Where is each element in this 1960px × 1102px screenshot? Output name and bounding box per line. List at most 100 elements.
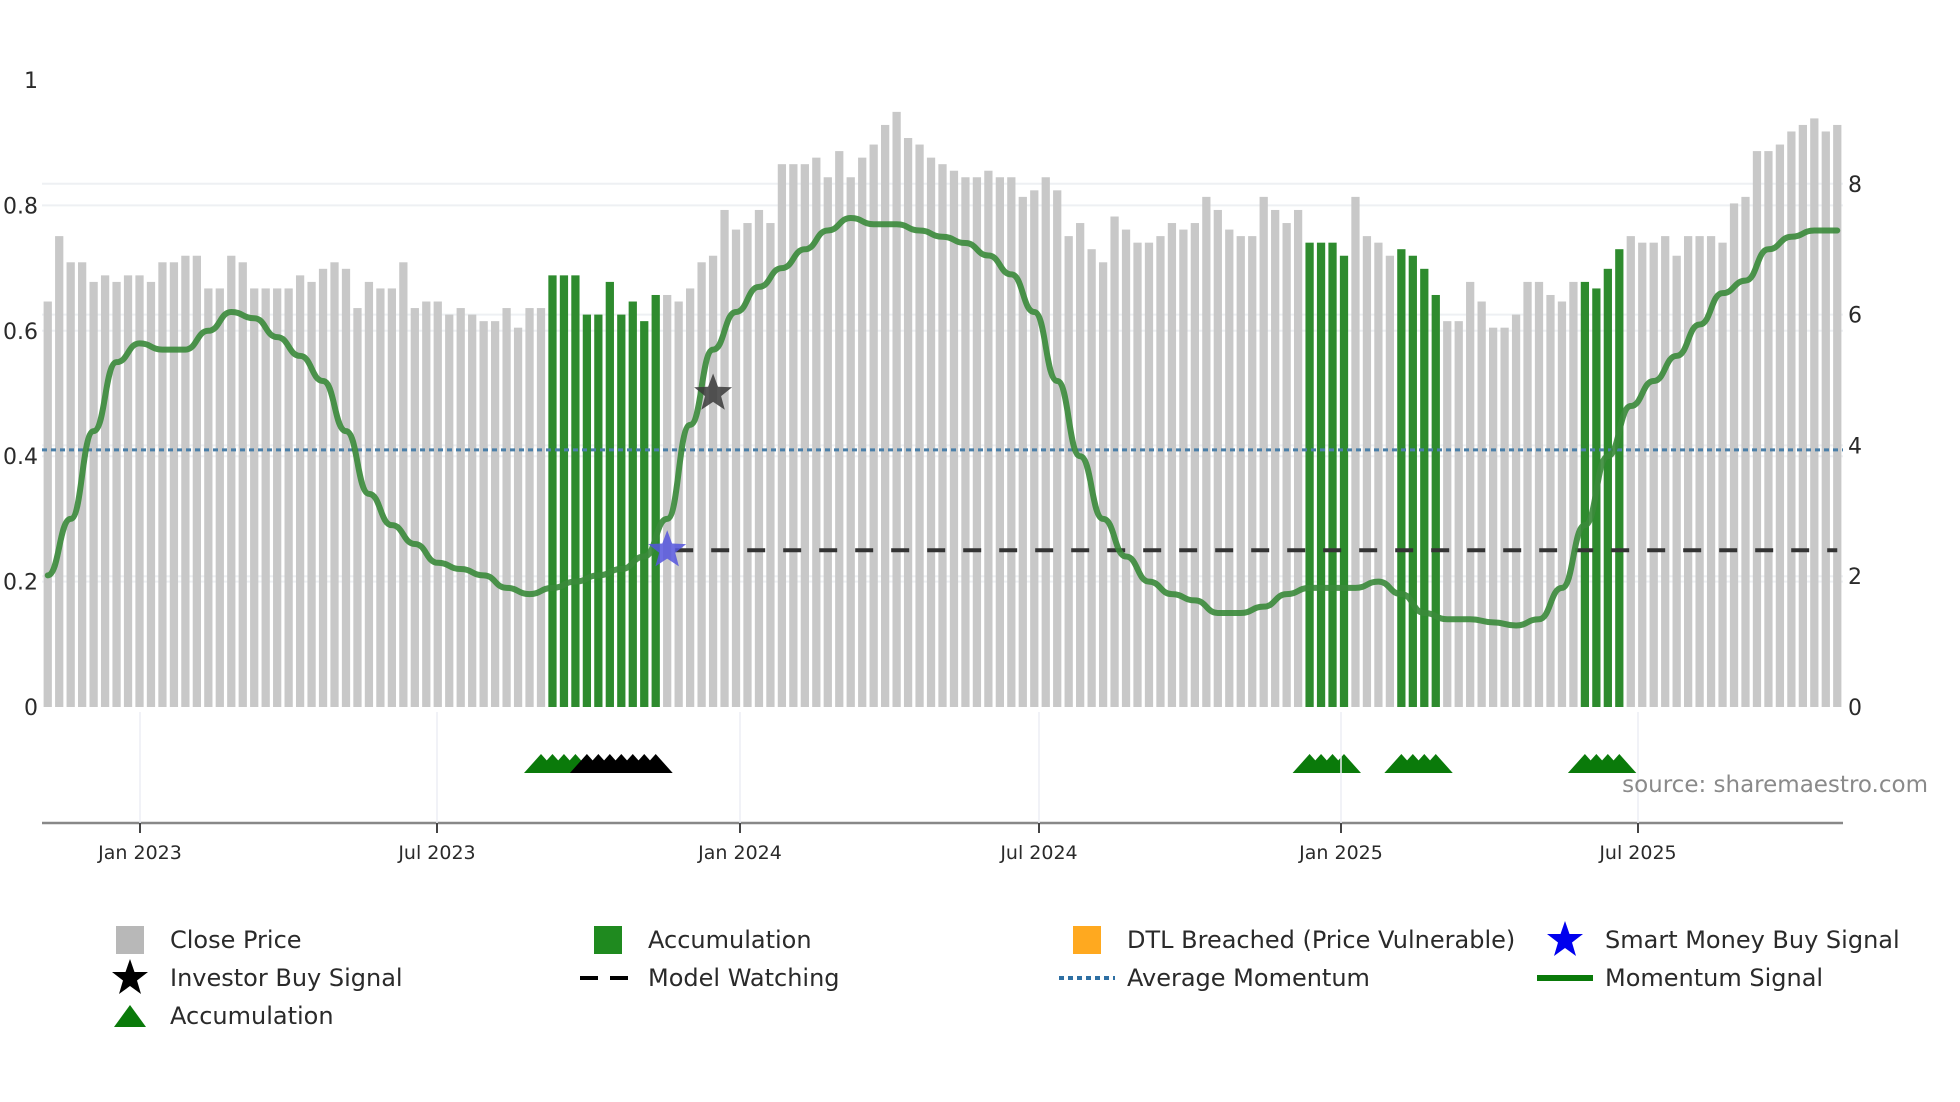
close-price-bar bbox=[479, 321, 488, 707]
close-price-bar bbox=[1752, 151, 1762, 708]
accumulation-bar bbox=[1431, 294, 1440, 707]
close-price-bar bbox=[1179, 229, 1188, 707]
svg-text:Jul 2023: Jul 2023 bbox=[397, 842, 475, 864]
accumulation-bar bbox=[617, 314, 626, 707]
close-price-bar bbox=[1041, 177, 1050, 707]
close-price-bar bbox=[399, 262, 408, 707]
svg-text:0: 0 bbox=[24, 696, 38, 721]
close-price-bar bbox=[1190, 223, 1199, 708]
close-price-bar bbox=[1775, 144, 1785, 707]
close-price-bar bbox=[903, 138, 913, 707]
legend-item-close-price[interactable]: Close Price bbox=[100, 922, 302, 958]
svg-text:Jan 2024: Jan 2024 bbox=[697, 842, 782, 864]
close-price-bar bbox=[743, 223, 752, 708]
accumulation-bar bbox=[1305, 242, 1314, 707]
legend-item-accumulation-triangle[interactable]: Accumulation bbox=[100, 998, 334, 1034]
accumulation-bar bbox=[1408, 255, 1417, 708]
dash-line-icon bbox=[580, 976, 636, 980]
close-price-bar bbox=[341, 268, 351, 707]
triangle-marker bbox=[638, 754, 673, 773]
close-price-bar bbox=[1557, 301, 1567, 707]
accumulation-bar bbox=[1339, 255, 1349, 708]
x-axis: Jan 2023 Jul 2023 Jan 2024 Jul 2024 Jan 2025… bbox=[42, 712, 1843, 864]
accumulation-bar bbox=[640, 321, 649, 707]
svg-text:Jan 2025: Jan 2025 bbox=[1298, 842, 1383, 864]
close-price-bar bbox=[754, 209, 764, 707]
accumulation-bar bbox=[1316, 242, 1326, 707]
close-price-bar bbox=[1649, 242, 1658, 707]
close-price-bar bbox=[146, 281, 156, 707]
close-price-bar bbox=[823, 177, 832, 707]
close-price-bar bbox=[1144, 242, 1154, 707]
close-price-bar bbox=[789, 164, 798, 707]
accumulation-bar bbox=[594, 314, 603, 707]
close-price-bar bbox=[1202, 196, 1211, 707]
close-price-bar bbox=[1213, 209, 1222, 707]
close-price-bar bbox=[433, 301, 442, 707]
close-price-bar bbox=[1053, 190, 1062, 708]
close-price-bar bbox=[1798, 124, 1807, 707]
legend-item-average-momentum[interactable]: Average Momentum bbox=[1057, 960, 1370, 996]
close-price-bar bbox=[1156, 236, 1165, 707]
legend-item-model-watching[interactable]: Model Watching bbox=[578, 960, 840, 996]
close-price-bar bbox=[800, 164, 809, 707]
close-price-bar bbox=[708, 255, 718, 708]
close-price-bar bbox=[330, 262, 339, 707]
close-price-bar bbox=[192, 255, 201, 708]
svg-text:4: 4 bbox=[1848, 434, 1862, 459]
legend-item-momentum-signal[interactable]: Momentum Signal bbox=[1535, 960, 1823, 996]
square-icon bbox=[1073, 926, 1101, 954]
close-price-bar bbox=[1626, 236, 1635, 707]
svg-text:Jul 2025: Jul 2025 bbox=[1598, 842, 1676, 864]
square-icon bbox=[116, 926, 144, 954]
close-price-bar bbox=[731, 229, 741, 707]
accumulation-bar bbox=[1580, 281, 1590, 707]
close-price-bar bbox=[846, 177, 855, 707]
star-icon bbox=[112, 959, 148, 994]
accumulation-bar bbox=[1603, 268, 1612, 707]
close-price-bar bbox=[1706, 236, 1716, 707]
close-price-bar bbox=[1121, 229, 1131, 707]
close-price-bar bbox=[1466, 281, 1475, 707]
close-price-bar bbox=[318, 268, 328, 707]
close-price-bar bbox=[536, 308, 546, 707]
close-price-bar bbox=[1374, 242, 1383, 707]
close-price-bar bbox=[1362, 236, 1372, 707]
triangle-icon bbox=[114, 1005, 146, 1027]
legend-item-smart-money[interactable]: Smart Money Buy Signal bbox=[1535, 921, 1900, 958]
close-price-bar bbox=[376, 288, 385, 707]
triangle-marker bbox=[1602, 754, 1637, 773]
close-price-bar bbox=[1661, 236, 1670, 707]
accumulation-bar bbox=[1397, 249, 1406, 707]
close-price-bar bbox=[513, 327, 523, 707]
accumulation-bar bbox=[1328, 242, 1337, 707]
close-price-bar bbox=[1282, 223, 1291, 708]
close-price-bar bbox=[1546, 294, 1555, 707]
close-price-bar bbox=[1833, 124, 1842, 707]
legend-item-dtl-breached[interactable]: DTL Breached (Price Vulnerable) bbox=[1057, 922, 1515, 958]
close-price-bar bbox=[250, 288, 259, 707]
close-price-bar bbox=[995, 177, 1004, 707]
legend-item-investor-buy[interactable]: Investor Buy Signal bbox=[100, 959, 403, 996]
close-price-bar bbox=[720, 209, 729, 707]
close-price-bar bbox=[1098, 262, 1108, 707]
close-price-bar bbox=[227, 255, 236, 708]
svg-text:0.4: 0.4 bbox=[3, 445, 38, 470]
triangle-marker bbox=[1326, 754, 1361, 773]
close-price-bar bbox=[915, 144, 924, 707]
close-price-bar bbox=[1225, 229, 1234, 707]
svg-text:1: 1 bbox=[24, 69, 38, 94]
close-price-bar bbox=[1167, 223, 1177, 708]
accumulation-bar bbox=[1420, 268, 1429, 707]
legend: Close Price Accumulation DTL Breached (P… bbox=[0, 915, 1960, 1045]
svg-text:6: 6 bbox=[1848, 304, 1862, 329]
close-price-bar bbox=[1523, 281, 1532, 707]
close-price-bar bbox=[1133, 242, 1142, 707]
close-price-bar bbox=[926, 157, 936, 707]
legend-item-accumulation-bar[interactable]: Accumulation bbox=[578, 922, 812, 958]
close-price-bar bbox=[1821, 131, 1830, 708]
dotted-line-icon bbox=[1059, 976, 1115, 980]
close-price-bar bbox=[961, 177, 970, 707]
close-price-bar bbox=[1259, 196, 1268, 707]
